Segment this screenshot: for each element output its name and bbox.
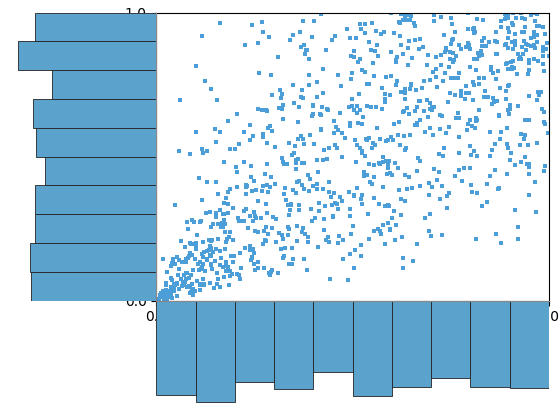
Bar: [30, 243, 156, 272]
Bar: [45, 157, 156, 186]
Y-axis label: v: v: [105, 152, 119, 161]
Bar: [35, 214, 156, 243]
Bar: [274, 301, 314, 389]
Bar: [35, 13, 156, 42]
Bar: [156, 301, 196, 394]
Bar: [431, 301, 470, 378]
Bar: [18, 42, 156, 70]
Bar: [32, 99, 156, 128]
Bar: [36, 128, 156, 157]
Bar: [35, 186, 156, 214]
Bar: [510, 301, 549, 388]
Bar: [314, 301, 353, 372]
Bar: [235, 301, 274, 382]
Bar: [392, 301, 431, 387]
Bar: [31, 272, 156, 301]
Bar: [52, 70, 156, 99]
Bar: [196, 301, 235, 402]
Bar: [353, 301, 392, 396]
Bar: [470, 301, 510, 387]
X-axis label: u: u: [348, 330, 357, 344]
